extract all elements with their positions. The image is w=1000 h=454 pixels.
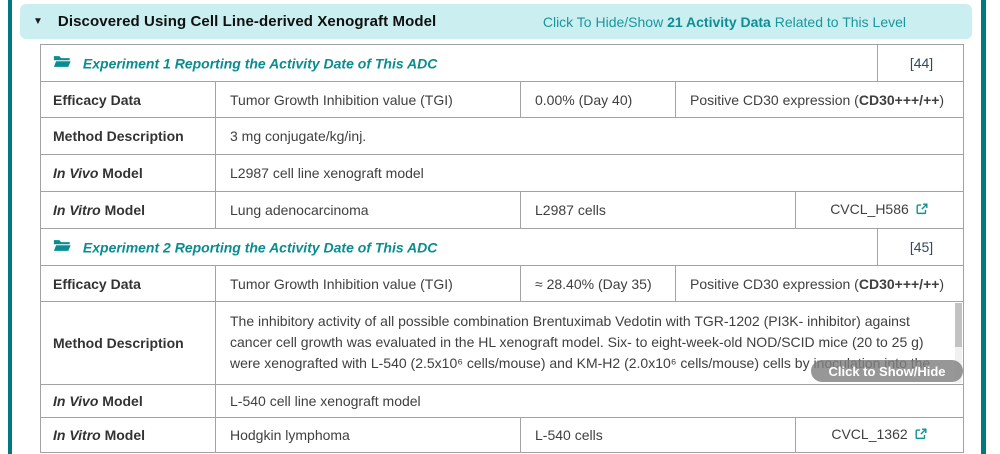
cellosaurus-id-link[interactable]: CVCL_H586: [830, 201, 909, 217]
scrollbar-thumb[interactable]: [955, 303, 962, 347]
panel-left-border: [8, 0, 12, 454]
activity-table: Experiment 1 Reporting the Activity Date…: [40, 44, 964, 453]
toggle-activity-count: 21 Activity Data: [667, 13, 771, 30]
in-vivo-model-text: L-540 cell line xenograft model: [215, 384, 964, 418]
open-folder-icon: [53, 55, 71, 71]
experiment-2-invitro-row: In Vitro Model Hodgkin lymphoma L-540 ce…: [40, 417, 964, 453]
toggle-text-suffix: Related to This Level: [770, 13, 906, 30]
expression-suffix: ): [939, 275, 945, 292]
experiment-2-title: Experiment 2 Reporting the Activity Date…: [82, 239, 438, 256]
method-description-label: Method Description: [40, 301, 216, 385]
model-suffix: Model: [98, 165, 143, 181]
experiment-1-efficacy-row: Efficacy Data Tumor Growth Inhibition va…: [40, 81, 964, 118]
experiment-1-invitro-row: In Vitro Model Lung adenocarcinoma L2987…: [40, 191, 964, 229]
experiment-2-reference-link[interactable]: [45]: [877, 228, 964, 266]
antigen-expression: Positive CD30 expression (CD30+++/++): [675, 265, 964, 302]
in-vitro-model-label: In Vitro Model: [40, 191, 216, 229]
in-vitro-cells: L2987 cells: [520, 191, 796, 229]
experiment-2-efficacy-row: Efficacy Data Tumor Growth Inhibition va…: [40, 265, 964, 302]
in-vivo-italic: In Vivo: [53, 393, 99, 409]
section-title: Discovered Using Cell Line-derived Xenog…: [57, 13, 437, 30]
in-vitro-italic: In Vitro: [53, 202, 101, 218]
in-vivo-model-label: In Vivo Model: [40, 384, 216, 418]
experiment-1-title: Experiment 1 Reporting the Activity Date…: [82, 55, 438, 72]
in-vitro-model-label: In Vitro Model: [40, 417, 216, 453]
experiment-1-header-row: Experiment 1 Reporting the Activity Date…: [40, 44, 964, 82]
cellosaurus-link-cell: CVCL_H586: [795, 191, 964, 229]
in-vitro-disease: Lung adenocarcinoma: [215, 191, 521, 229]
expression-level: CD30+++/++: [858, 91, 940, 108]
collapse-triangle-icon[interactable]: ▼: [33, 16, 43, 27]
model-suffix: Model: [100, 202, 146, 218]
model-suffix: Model: [100, 427, 146, 443]
method-description-text: 3 mg conjugate/kg/inj.: [215, 117, 964, 155]
expression-level: CD30+++/++: [858, 275, 940, 292]
expression-prefix: Positive CD30 expression (: [690, 91, 859, 108]
expression-prefix: Positive CD30 expression (: [690, 275, 859, 292]
efficacy-data-label: Efficacy Data: [40, 265, 216, 302]
in-vivo-italic: In Vivo: [53, 165, 99, 181]
external-link-icon[interactable]: [914, 427, 928, 444]
in-vivo-model-label: In Vivo Model: [40, 154, 216, 192]
in-vitro-cells: L-540 cells: [520, 417, 796, 453]
in-vivo-model-text: L2987 cell line xenograft model: [215, 154, 964, 192]
experiment-2-method-row: Method Description The inhibitory activi…: [40, 301, 964, 385]
section-header: ▼ Discovered Using Cell Line-derived Xen…: [20, 4, 972, 39]
method-description-cell: The inhibitory activity of all possible …: [215, 301, 964, 385]
experiment-2-header-row: Experiment 2 Reporting the Activity Date…: [40, 228, 964, 266]
cellosaurus-id-link[interactable]: CVCL_1362: [831, 426, 908, 442]
cellosaurus-link-cell: CVCL_1362: [795, 417, 964, 453]
scrollbar-track[interactable]: [955, 303, 962, 383]
show-hide-overlay-button[interactable]: Click to Show/Hide: [811, 360, 963, 382]
in-vitro-disease: Hodgkin lymphoma: [215, 417, 521, 453]
method-description-label: Method Description: [40, 117, 216, 155]
toggle-text-prefix: Click To Hide/Show: [542, 13, 668, 30]
experiment-2-title-cell[interactable]: Experiment 2 Reporting the Activity Date…: [40, 228, 878, 266]
external-link-icon[interactable]: [915, 202, 929, 219]
panel-right-border: [981, 0, 986, 454]
experiment-1-method-row: Method Description 3 mg conjugate/kg/inj…: [40, 117, 964, 155]
activity-table-container: Experiment 1 Reporting the Activity Date…: [40, 44, 964, 453]
experiment-2-invivo-row: In Vivo Model L-540 cell line xenograft …: [40, 384, 964, 418]
in-vitro-italic: In Vitro: [53, 427, 101, 443]
efficacy-value: ≈ 28.40% (Day 35): [520, 265, 676, 302]
efficacy-metric: Tumor Growth Inhibition value (TGI): [215, 81, 521, 118]
model-suffix: Model: [98, 393, 143, 409]
efficacy-data-label: Efficacy Data: [40, 81, 216, 118]
expression-suffix: ): [939, 91, 945, 108]
efficacy-metric: Tumor Growth Inhibition value (TGI): [215, 265, 521, 302]
experiment-1-invivo-row: In Vivo Model L2987 cell line xenograft …: [40, 154, 964, 192]
experiment-1-reference-link[interactable]: [44]: [877, 44, 964, 82]
open-folder-icon: [53, 239, 71, 255]
method-description-text[interactable]: The inhibitory activity of all possible …: [230, 313, 931, 371]
efficacy-value: 0.00% (Day 40): [520, 81, 676, 118]
hide-show-activity-toggle[interactable]: Click To Hide/Show 21 Activity Data Rela…: [543, 14, 906, 30]
antigen-expression: Positive CD30 expression (CD30+++/++): [675, 81, 964, 118]
experiment-1-title-cell[interactable]: Experiment 1 Reporting the Activity Date…: [40, 44, 878, 82]
